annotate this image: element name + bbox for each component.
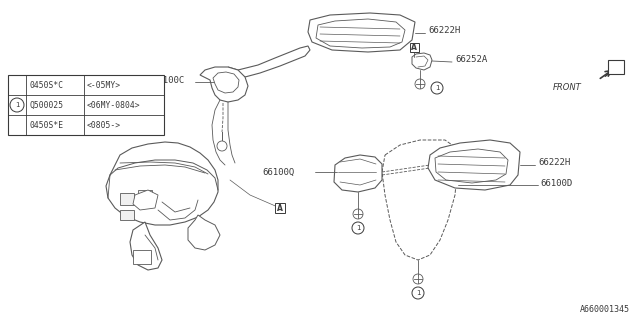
Circle shape [10, 98, 24, 112]
Polygon shape [412, 53, 432, 70]
Bar [275, 203, 285, 213]
Text: <06MY-0804>: <06MY-0804> [87, 100, 141, 109]
Bar [120, 193, 134, 205]
Polygon shape [130, 222, 162, 270]
Circle shape [431, 82, 443, 94]
Circle shape [217, 141, 227, 151]
Bar [8, 75, 164, 135]
Polygon shape [188, 215, 220, 250]
Polygon shape [308, 13, 415, 52]
Bar [120, 210, 134, 220]
Text: A: A [277, 204, 283, 212]
Polygon shape [213, 72, 239, 93]
Polygon shape [316, 19, 405, 48]
Text: FRONT: FRONT [553, 83, 582, 92]
Polygon shape [382, 140, 458, 260]
Bar [138, 190, 152, 204]
Text: A660001345: A660001345 [580, 305, 630, 314]
Circle shape [353, 209, 363, 219]
Text: 66222H: 66222H [538, 157, 570, 166]
Polygon shape [106, 142, 218, 225]
Circle shape [413, 274, 423, 284]
Polygon shape [435, 149, 508, 183]
Polygon shape [133, 190, 158, 210]
Text: 1: 1 [15, 102, 19, 108]
Polygon shape [200, 67, 248, 102]
Text: <-05MY>: <-05MY> [87, 81, 121, 90]
Text: 1: 1 [416, 290, 420, 296]
Bar [410, 43, 419, 52]
Polygon shape [428, 140, 520, 190]
Bar [133, 250, 151, 264]
Polygon shape [228, 46, 310, 77]
Circle shape [352, 222, 364, 234]
Text: <0805->: <0805-> [87, 121, 121, 130]
Text: 66100Q: 66100Q [263, 167, 295, 177]
Text: 1: 1 [435, 85, 439, 91]
Text: 66252A: 66252A [455, 54, 487, 63]
Text: Q500025: Q500025 [29, 100, 63, 109]
Circle shape [415, 79, 425, 89]
Text: 66100C: 66100C [153, 76, 185, 84]
Text: 0450S*C: 0450S*C [29, 81, 63, 90]
Text: A: A [411, 43, 417, 52]
Polygon shape [334, 155, 382, 192]
Text: 0450S*E: 0450S*E [29, 121, 63, 130]
Text: 66222H: 66222H [428, 26, 460, 35]
Text: 1: 1 [356, 225, 360, 231]
Bar [608, 60, 624, 74]
Text: 66100D: 66100D [540, 179, 572, 188]
Circle shape [412, 287, 424, 299]
